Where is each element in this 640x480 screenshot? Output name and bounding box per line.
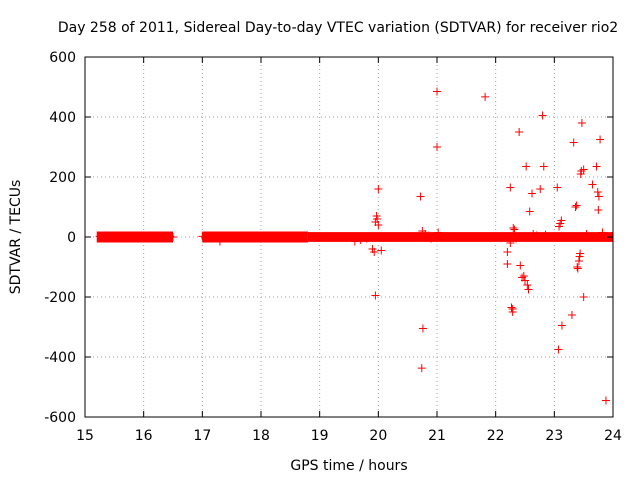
x-tick-label: 24: [604, 428, 622, 444]
data-point: [510, 225, 519, 234]
data-point: [579, 165, 588, 174]
data-point: [507, 303, 516, 312]
data-point: [536, 185, 545, 193]
data-point: [519, 272, 528, 280]
data-point: [572, 201, 581, 210]
data-point: [515, 128, 524, 136]
x-tick-label: 17: [193, 428, 211, 444]
data-point: [169, 233, 177, 241]
data-point: [541, 230, 550, 239]
data-point: [598, 228, 607, 237]
data-point: [521, 276, 529, 285]
data-point: [481, 92, 490, 101]
data-point: [538, 111, 547, 120]
data-point: [588, 180, 597, 189]
y-tick-label: 600: [49, 50, 76, 66]
data-point: [557, 321, 566, 330]
data-point: [573, 263, 582, 271]
x-tick-label: 18: [252, 428, 270, 444]
data-point: [522, 162, 531, 171]
data-point: [574, 257, 583, 265]
y-tick-label: 200: [49, 170, 76, 186]
data-point: [509, 224, 518, 232]
data-point: [601, 396, 610, 405]
x-tick-label: 20: [369, 428, 387, 444]
x-tick-label: 15: [76, 428, 94, 444]
data-point: [582, 230, 591, 238]
chart-title: Day 258 of 2011, Sidereal Day-to-day VTE…: [58, 20, 618, 36]
dense-band: [307, 232, 613, 242]
data-point: [593, 188, 602, 196]
data-point: [579, 293, 588, 301]
data-point: [433, 143, 441, 151]
data-point: [434, 228, 443, 237]
data-point: [374, 221, 383, 229]
data-point: [427, 234, 436, 243]
dense-band: [96, 231, 173, 243]
data-point: [592, 162, 601, 171]
data-point: [416, 192, 425, 201]
data-point: [215, 237, 224, 246]
data-point: [594, 206, 603, 214]
data-points: [95, 87, 610, 405]
data-point: [596, 135, 605, 144]
plot-frame: [84, 56, 614, 418]
data-point: [356, 236, 365, 244]
dense-band: [202, 231, 308, 243]
y-tick-label: 0: [67, 230, 76, 246]
data-point: [371, 291, 380, 300]
axis-ticks: 15 16 17 18 19 20 21 22 23 24 -600 -400 -200 0 200 400 6…: [44, 50, 622, 444]
data-point: [576, 249, 585, 258]
data-point: [98, 233, 107, 242]
data-point: [577, 119, 586, 127]
data-point: [374, 185, 383, 193]
data-point: [362, 234, 371, 243]
data-point: [506, 183, 515, 192]
data-point: [506, 239, 515, 247]
data-point: [503, 248, 512, 256]
x-axis-label: GPS time / hours: [290, 458, 407, 474]
y-axis-label: SDTVAR / TECUs: [8, 180, 24, 295]
data-point: [508, 308, 517, 316]
x-tick-label: 23: [545, 428, 563, 444]
y-tick-label: -600: [44, 410, 76, 426]
data-point: [573, 264, 582, 273]
data-point: [350, 237, 359, 246]
data-point: [571, 203, 580, 211]
data-point: [512, 234, 521, 243]
data-point: [417, 364, 426, 373]
data-point: [373, 215, 382, 223]
x-tick-label: 21: [428, 428, 446, 444]
data-point: [503, 260, 512, 268]
data-point: [433, 87, 441, 96]
data-point: [516, 261, 525, 270]
y-tick-label: -400: [44, 350, 76, 366]
data-point: [553, 183, 562, 192]
data-point: [529, 230, 538, 238]
y-tick-label: -200: [44, 290, 76, 306]
x-tick-label: 22: [487, 428, 505, 444]
data-point: [418, 324, 427, 333]
data-point: [569, 138, 578, 147]
y-tick-label: 400: [49, 110, 76, 126]
data-point: [525, 207, 534, 216]
data-point: [227, 234, 236, 243]
data-point: [567, 311, 576, 319]
data-point: [557, 216, 566, 225]
data-point: [594, 192, 603, 201]
data-point: [539, 162, 548, 171]
data-point: [210, 231, 219, 240]
data-point: [532, 231, 541, 240]
dense-data-bands: [96, 231, 613, 243]
data-point: [523, 281, 532, 289]
data-point: [370, 248, 379, 256]
x-tick-label: 19: [311, 428, 329, 444]
x-tick-label: 16: [135, 428, 153, 444]
data-point: [528, 189, 537, 198]
data-point: [377, 246, 386, 255]
data-point: [554, 345, 563, 354]
data-point: [524, 285, 533, 294]
